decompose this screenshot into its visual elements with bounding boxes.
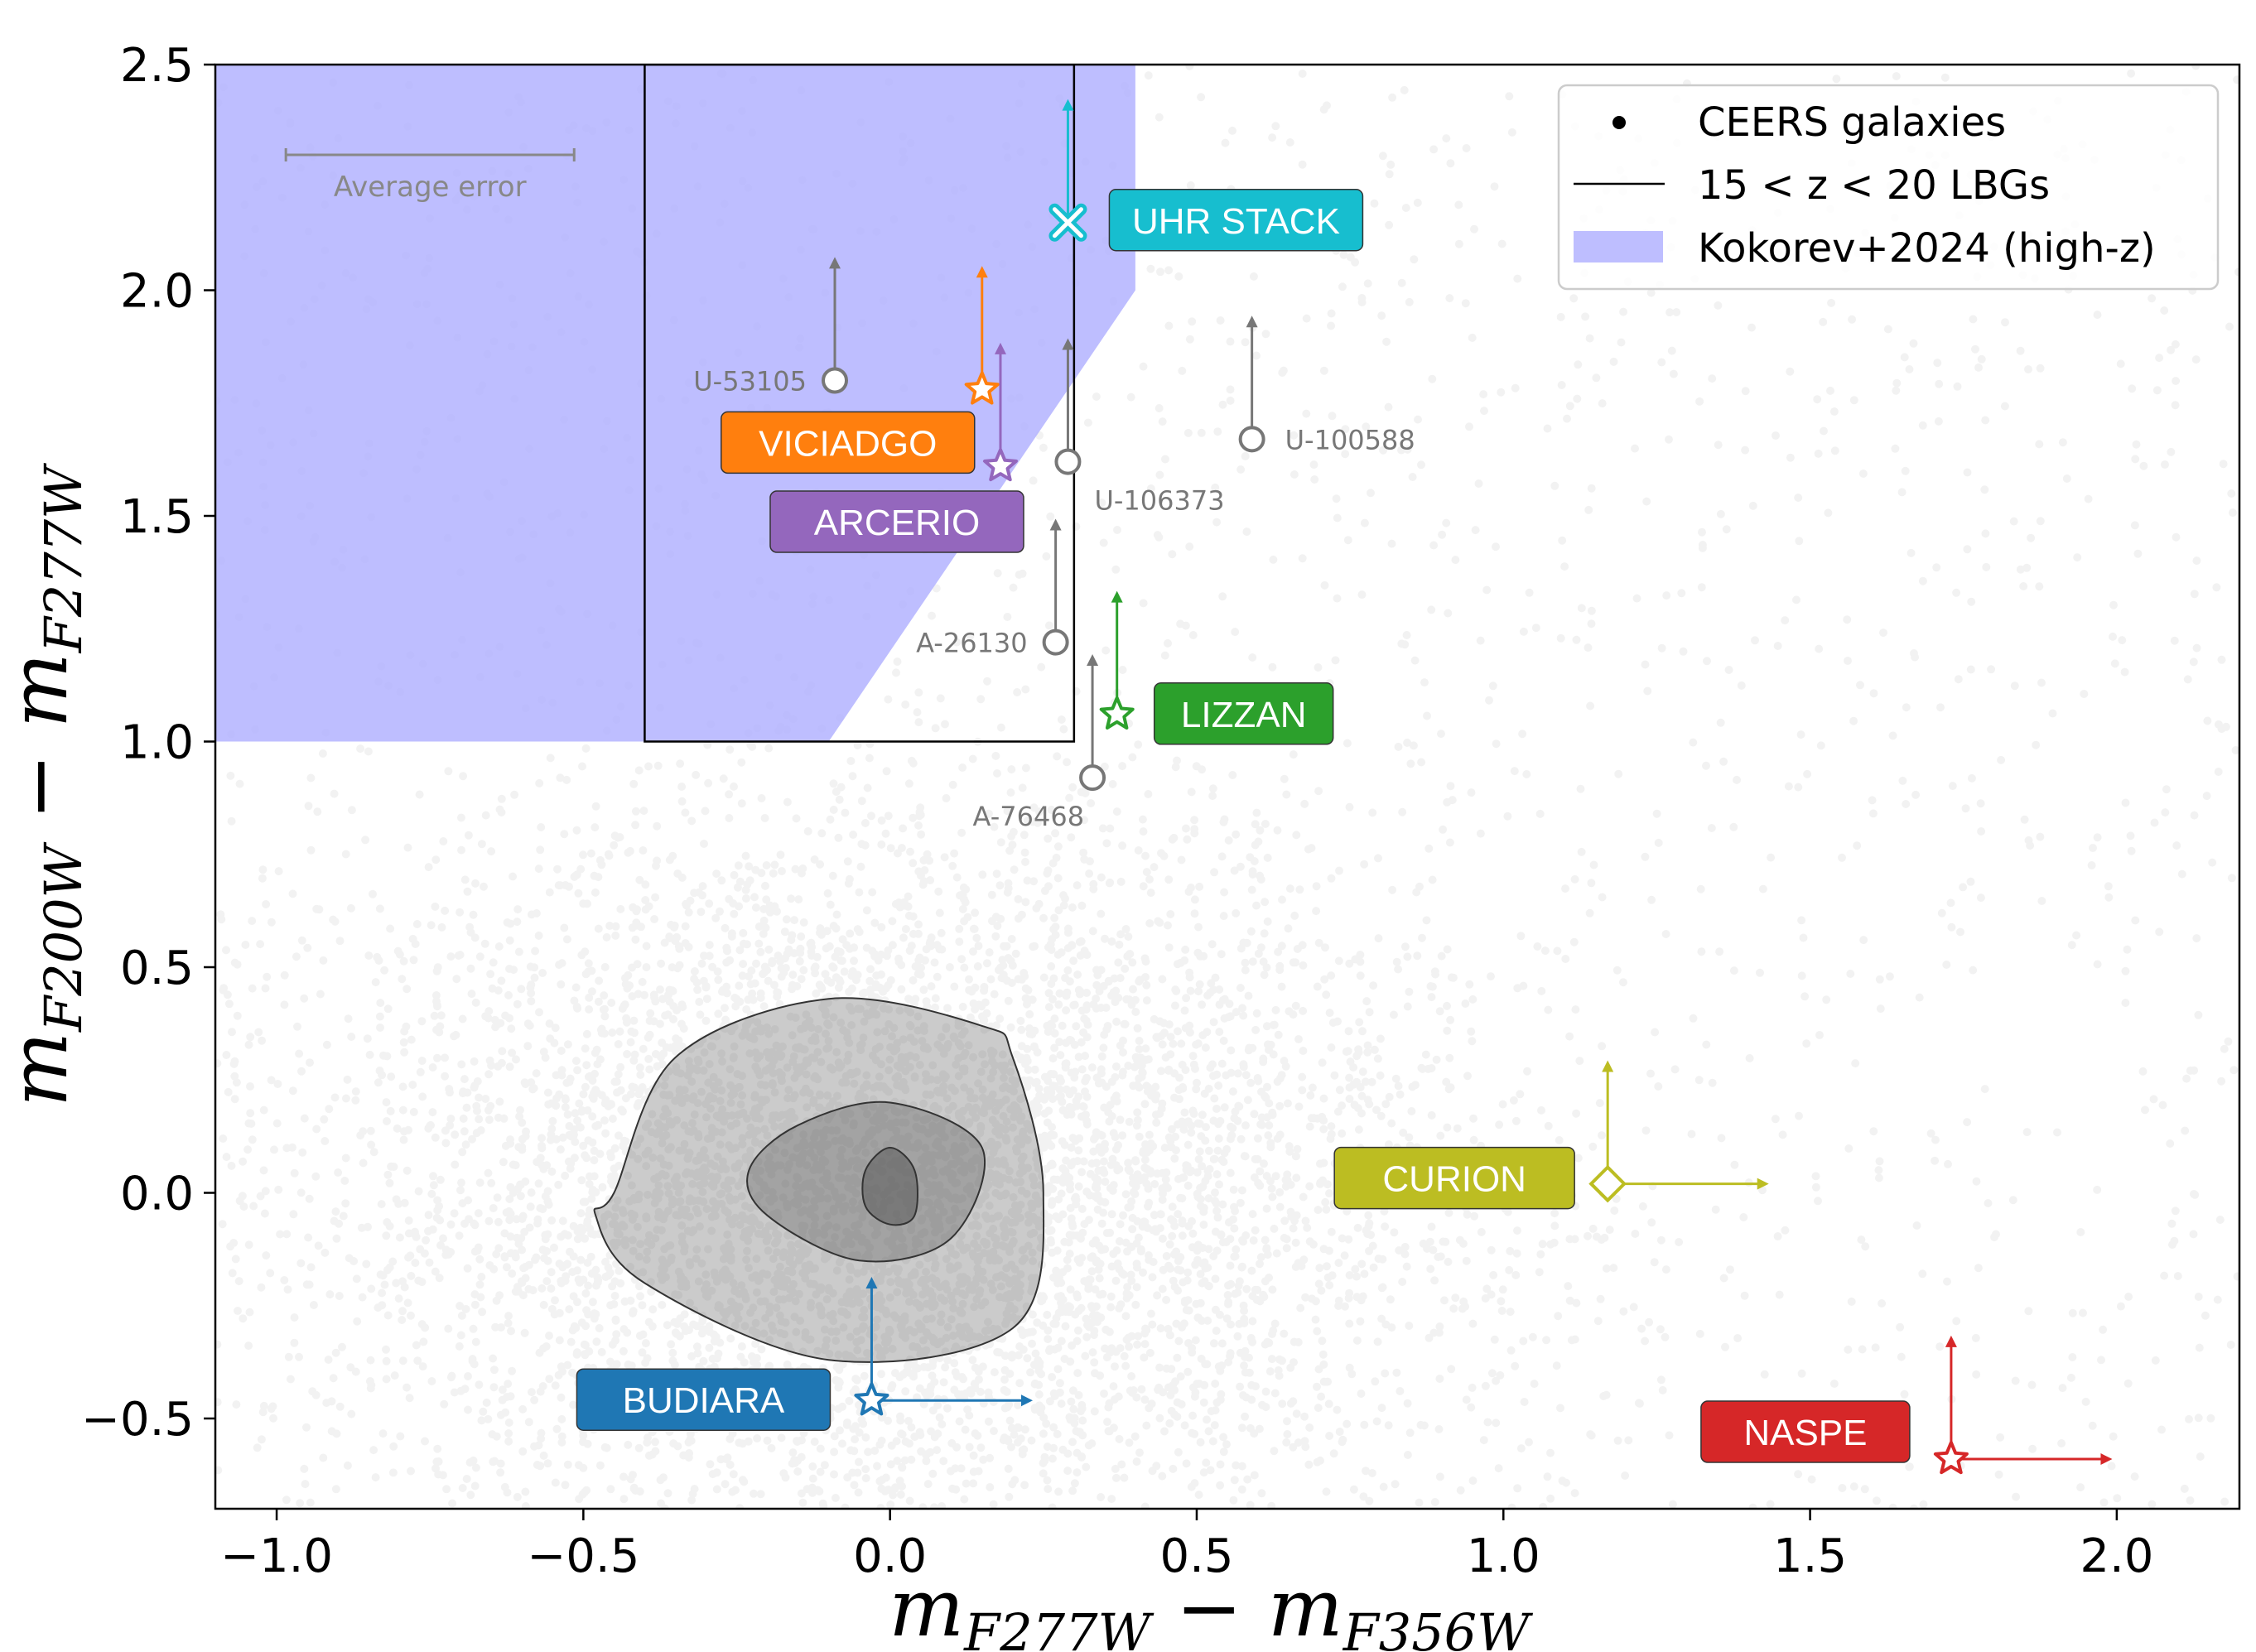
y-tick-label: −0.5	[81, 1393, 194, 1447]
gray-object-marker	[1081, 766, 1104, 789]
gray-object-label: U-53105	[693, 366, 807, 397]
x-tick-label: 1.5	[1773, 1529, 1847, 1583]
average-error-label: Average error	[334, 171, 527, 204]
highlight-label: CURION	[1382, 1159, 1526, 1200]
x-tick-label: 1.0	[1467, 1529, 1540, 1583]
gray-object-marker	[1241, 427, 1264, 450]
x-tick-label: −0.5	[527, 1529, 639, 1583]
highlight-label: BUDIARA	[623, 1380, 785, 1421]
gray-object-label: U-106373	[1094, 485, 1224, 517]
legend-ceers: CEERS galaxies	[1698, 99, 2006, 146]
y-tick-label: 2.0	[120, 265, 194, 319]
y-tick-label: 1.0	[120, 716, 194, 770]
highlight-label: NASPE	[1743, 1413, 1867, 1453]
gray-object-label: U-100588	[1285, 424, 1415, 455]
gray-object-marker	[823, 369, 846, 393]
legend-kokorev: Kokorev+2024 (high-z)	[1698, 225, 2156, 272]
gray-object-label: A-76468	[973, 801, 1085, 832]
highlight-label: UHR STACK	[1132, 201, 1340, 242]
legend-marker-ceers	[1612, 116, 1626, 129]
x-tick-label: −1.0	[220, 1529, 333, 1583]
y-tick-label: 1.5	[120, 490, 194, 544]
y-axis: −0.5 0.0 0.5 1.0 1.5 2.0 2.5	[81, 39, 215, 1447]
legend-lbgs: 15 < z < 20 LBGs	[1698, 162, 2050, 209]
y-tick-label: 0.0	[120, 1168, 194, 1221]
y-tick-label: 2.5	[120, 39, 194, 93]
legend-marker-kokorev	[1574, 231, 1663, 262]
legend: CEERS galaxies 15 < z < 20 LBGs Kokorev+…	[1559, 85, 2218, 289]
highlight-label: LIZZAN	[1181, 695, 1307, 735]
gray-object-marker	[1044, 631, 1068, 654]
highlight-label: ARCERIO	[814, 503, 980, 543]
x-axis-label: mF277W − mF356W	[889, 1562, 1533, 1652]
x-tick-label: 2.0	[2080, 1529, 2153, 1583]
gray-object-marker	[1056, 450, 1079, 474]
y-axis-label: mF200W − mF277W	[0, 463, 94, 1107]
y-tick-label: 0.5	[120, 942, 194, 995]
highlight-label: VICIADGO	[759, 423, 937, 464]
gray-object-label: A-26130	[916, 628, 1028, 659]
